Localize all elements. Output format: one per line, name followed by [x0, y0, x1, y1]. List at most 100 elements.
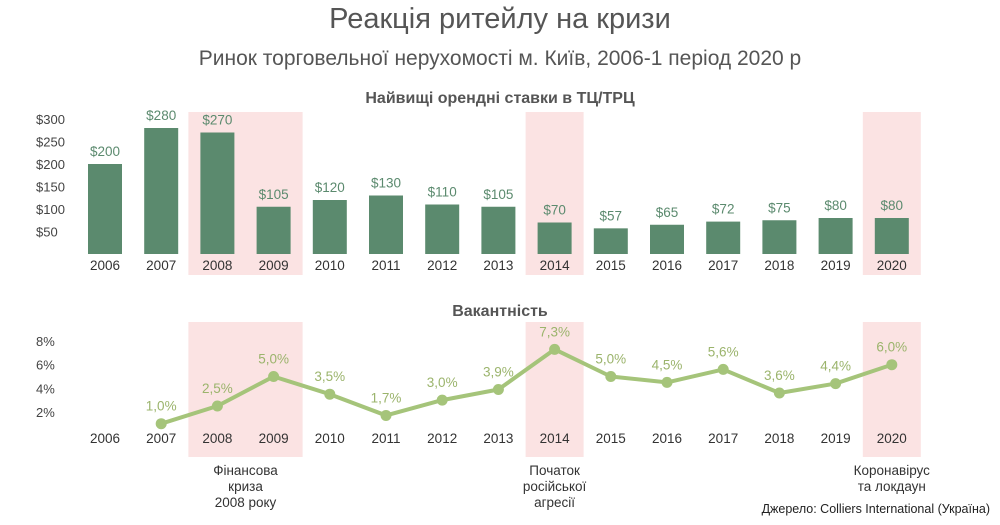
vacancy-series-line — [159, 347, 894, 426]
vacancy-point-2019 — [830, 378, 842, 390]
rent-bar-value-label: $105 — [483, 187, 513, 202]
rent-bar-value-label: $65 — [656, 205, 679, 220]
vacancy-chart-title: Вакантність — [452, 303, 548, 320]
rent-bar-value-label: $70 — [543, 203, 566, 218]
vacancy-x-tick-label: 2010 — [315, 431, 345, 446]
rent-x-tick-label: 2009 — [259, 258, 289, 273]
rent-y-tick-label: $200 — [36, 157, 65, 172]
rent-chart-title: Найвищі орендні ставки в ТЦ/ТРЦ — [365, 90, 635, 107]
rent-x-tick-label: 2007 — [146, 258, 176, 273]
vacancy-point-value-label: 3,0% — [427, 375, 458, 390]
vacancy-x-tick-label: 2011 — [371, 431, 400, 446]
highlight-band-vacancy-2 — [862, 322, 921, 457]
rent-bar-chart: $50 $100 $150 $200 $250 $300 $200 2006 $280 2007 $… — [36, 108, 909, 273]
vacancy-point-value-label: 3,5% — [314, 369, 345, 384]
rent-bar-2007 — [144, 128, 179, 254]
rent-bar-2011 — [369, 195, 403, 254]
rent-x-tick-label: 2014 — [540, 258, 571, 273]
rent-x-tick-label: 2018 — [764, 258, 794, 273]
rent-x-tick-label: 2011 — [371, 258, 400, 273]
vacancy-x-tick-label: 2015 — [596, 431, 626, 446]
vacancy-point-value-label: 1,7% — [371, 390, 402, 405]
vacancy-y-tick-label: 2% — [36, 405, 55, 420]
rent-bar-value-label: $105 — [259, 187, 289, 202]
vacancy-point-value-label: 5,0% — [595, 352, 626, 367]
rent-bar-2015 — [593, 228, 628, 254]
vacancy-x-tick-label: 2006 — [90, 431, 120, 446]
rent-bar-2020 — [874, 218, 909, 254]
rent-x-tick-label: 2019 — [821, 258, 851, 273]
rent-x-tick-label: 2020 — [877, 258, 907, 273]
rent-bar-value-label: $80 — [824, 198, 847, 213]
rent-y-tick-label: $300 — [36, 112, 65, 127]
vacancy-point-2007 — [155, 418, 167, 430]
rent-bar-2006 — [88, 164, 122, 254]
vacancy-x-tick-label: 2007 — [146, 431, 176, 446]
rent-x-tick-label: 2010 — [315, 258, 345, 273]
rent-bar-value-label: $75 — [768, 200, 791, 215]
vacancy-point-2011 — [380, 409, 392, 421]
rent-bar-value-label: $200 — [90, 144, 120, 159]
rent-bar-2013 — [481, 206, 516, 254]
vacancy-point-2013 — [492, 383, 504, 395]
crisis-annotation-2008: Фінансова криза 2008 року — [213, 463, 278, 510]
vacancy-point-value-label: 5,6% — [708, 344, 739, 359]
rent-bar-2012 — [425, 204, 460, 254]
vacancy-x-tick-label: 2017 — [708, 431, 738, 446]
vacancy-point-2014 — [549, 343, 561, 355]
vacancy-line-chart: 2% 4% 6% 8% 1,0% 2,5% 5,0% 3,5% 1,7% 3,0% 3,9% 7,3%… — [36, 324, 907, 446]
vacancy-point-2017 — [717, 363, 729, 375]
rent-bar-value-label: $72 — [712, 202, 735, 217]
crisis-annotation-2014: Початок російської агресії — [523, 463, 587, 510]
rent-x-tick-label: 2006 — [90, 258, 120, 273]
rent-bar-2008 — [200, 132, 235, 254]
rent-bar-2018 — [762, 220, 797, 254]
vacancy-point-2020 — [886, 359, 898, 371]
vacancy-x-tick-label: 2008 — [202, 431, 232, 446]
vacancy-y-tick-label: 8% — [36, 334, 55, 349]
vacancy-x-tick-label: 2009 — [259, 431, 289, 446]
vacancy-point-2015 — [605, 371, 617, 382]
vacancy-x-tick-label: 2020 — [877, 431, 907, 446]
rent-bar-2009 — [256, 206, 291, 254]
rent-x-tick-label: 2008 — [202, 258, 232, 273]
vacancy-point-value-label: 5,0% — [258, 352, 289, 367]
vacancy-y-tick-label: 4% — [36, 381, 55, 396]
vacancy-x-tick-label: 2016 — [652, 431, 682, 446]
vacancy-x-tick-label: 2012 — [427, 431, 457, 446]
vacancy-point-value-label: 2,5% — [202, 381, 233, 396]
vacancy-point-value-label: 4,5% — [652, 357, 683, 372]
vacancy-point-value-label: 3,9% — [483, 364, 514, 379]
crisis-annotation-2020: Коронавірус та локдаун — [854, 463, 930, 494]
vacancy-point-2009 — [268, 371, 280, 382]
rent-bar-value-label: $270 — [202, 113, 232, 128]
vacancy-point-value-label: 3,6% — [764, 368, 795, 383]
rent-bar-2016 — [650, 224, 684, 254]
rent-x-tick-label: 2013 — [483, 258, 513, 273]
rent-y-tick-label: $150 — [36, 180, 65, 195]
rent-bar-value-label: $130 — [371, 176, 401, 191]
rent-y-tick-label: $100 — [36, 202, 65, 217]
rent-x-tick-label: 2017 — [708, 258, 738, 273]
rent-x-tick-label: 2015 — [596, 258, 626, 273]
chart-subtitle: Ринок торговельної нерухомості м. Київ, … — [199, 47, 801, 70]
rent-bar-2010 — [312, 200, 347, 254]
vacancy-point-2018 — [773, 387, 785, 399]
rent-bar-2019 — [818, 218, 853, 254]
rent-x-tick-label: 2016 — [652, 258, 682, 273]
rent-bar-value-label: $57 — [600, 208, 623, 223]
rent-bar-value-label: $80 — [881, 198, 904, 213]
vacancy-point-value-label: 6,0% — [876, 340, 907, 355]
crisis-annotations: Фінансова криза 2008 року Початок російської… — [213, 463, 930, 510]
vacancy-x-tick-label: 2018 — [764, 431, 794, 446]
rent-x-tick-label: 2012 — [427, 258, 457, 273]
vacancy-point-2008 — [211, 400, 223, 412]
highlight-bands — [188, 112, 921, 457]
vacancy-point-2016 — [661, 376, 673, 388]
vacancy-x-tick-label: 2013 — [483, 431, 513, 446]
rent-bar-value-label: $110 — [428, 185, 457, 200]
vacancy-point-2010 — [324, 388, 336, 400]
vacancy-x-tick-label: 2014 — [540, 431, 571, 446]
vacancy-point-value-label: 4,4% — [820, 359, 851, 374]
